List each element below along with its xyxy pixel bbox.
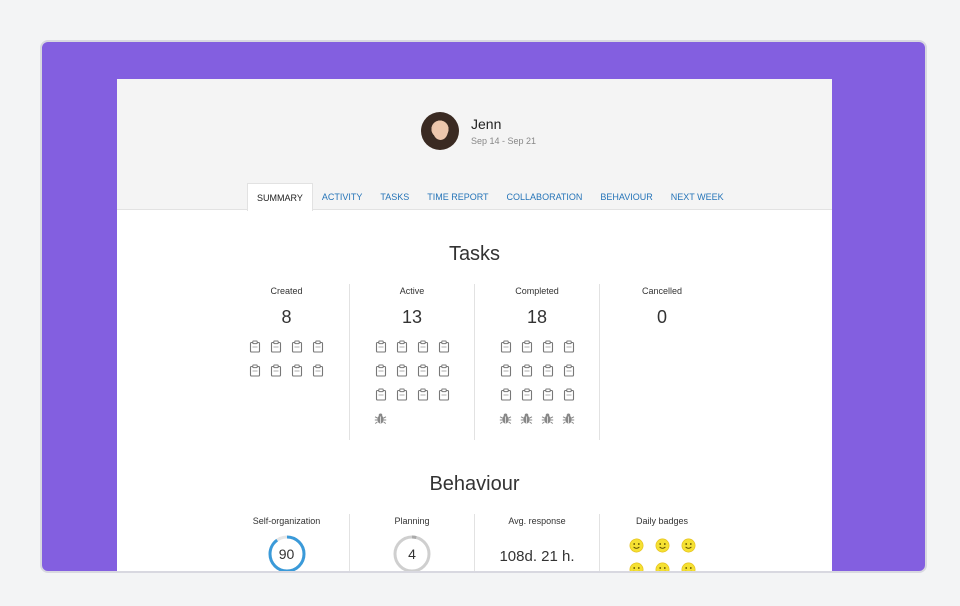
- tab-next-week[interactable]: NEXT WEEK: [670, 192, 724, 202]
- task-icon: [412, 364, 433, 388]
- task-icon: [266, 364, 287, 388]
- task-icon: [308, 340, 329, 364]
- bug-icon: [495, 412, 516, 436]
- column-count: 13: [401, 307, 423, 327]
- task-icon: [558, 340, 579, 364]
- daily-badges-column: Daily badges: [599, 514, 724, 571]
- avg-response-value: 108d. 21 h.: [499, 548, 575, 565]
- smiley-icon: [675, 538, 701, 562]
- task-icon: [391, 388, 412, 412]
- task-icon: [287, 364, 308, 388]
- behaviour-title: Behaviour: [429, 473, 520, 495]
- column-count: 0: [656, 307, 667, 327]
- smiley-icon: [623, 538, 649, 562]
- column-label: Created: [270, 286, 303, 296]
- task-icon: [287, 340, 308, 364]
- avatar[interactable]: [421, 112, 459, 150]
- tasks-cancelled-column: Cancelled 0: [599, 284, 724, 440]
- task-icon: [433, 364, 454, 388]
- task-icon: [308, 364, 329, 388]
- column-label: Planning: [394, 516, 430, 526]
- profile-header: Jenn Sep 14 - Sep 21 SUMMARY ACTIVITY TA…: [117, 79, 832, 211]
- tasks-created-column: Created 8: [224, 284, 349, 440]
- task-icon: [495, 364, 516, 388]
- behaviour-columns: Self-organization 90 Planning 4 Avg. res…: [224, 514, 724, 571]
- window-frame: Jenn Sep 14 - Sep 21 SUMMARY ACTIVITY TA…: [40, 40, 927, 573]
- tasks-completed-column: Completed 18: [474, 284, 599, 440]
- task-icon: [266, 340, 287, 364]
- task-icon: [537, 364, 558, 388]
- bug-icon: [558, 412, 579, 436]
- tab-activity[interactable]: ACTIVITY: [321, 192, 363, 202]
- self-organization-score: 90: [278, 546, 295, 562]
- task-icon: [412, 340, 433, 364]
- tasks-active-column: Active 13: [349, 284, 474, 440]
- planning-score-ring: 4: [392, 534, 432, 571]
- task-icon-grid: [495, 340, 579, 436]
- task-icon: [495, 340, 516, 364]
- tab-summary[interactable]: SUMMARY: [247, 183, 313, 211]
- bug-icon: [537, 412, 558, 436]
- column-count: 18: [526, 307, 548, 327]
- column-label: Self-organization: [252, 516, 321, 526]
- column-label: Cancelled: [641, 286, 683, 296]
- task-icon: [245, 340, 266, 364]
- bug-icon: [516, 412, 537, 436]
- tab-behaviour[interactable]: BEHAVIOUR: [600, 192, 653, 202]
- self-organization-score-ring: 90: [267, 534, 307, 571]
- task-icon-grid: [245, 340, 329, 388]
- task-icon: [370, 340, 391, 364]
- tasks-title: Tasks: [448, 243, 501, 265]
- avg-response-column: Avg. response 108d. 21 h.: [474, 514, 599, 571]
- tab-tasks[interactable]: TASKS: [380, 192, 410, 202]
- task-icon: [495, 388, 516, 412]
- task-icon-grid: [370, 340, 454, 436]
- task-icon: [516, 340, 537, 364]
- smiley-icon: [649, 538, 675, 562]
- column-label: Completed: [515, 286, 559, 296]
- smiley-icon: [675, 562, 701, 571]
- self-organization-column: Self-organization 90: [224, 514, 349, 571]
- task-icon: [516, 388, 537, 412]
- daily-badges-grid: [623, 538, 701, 571]
- tasks-columns: Created 8 Active 13 Completed 18 Cancell…: [224, 284, 724, 440]
- column-label: Active: [399, 286, 425, 296]
- task-icon: [516, 364, 537, 388]
- task-icon: [245, 364, 266, 388]
- task-icon: [537, 340, 558, 364]
- task-icon: [412, 388, 433, 412]
- tab-time-report[interactable]: TIME REPORT: [427, 192, 489, 202]
- task-icon: [558, 388, 579, 412]
- task-icon: [370, 388, 391, 412]
- tab-bar: SUMMARY ACTIVITY TASKS TIME REPORT COLLA…: [247, 183, 733, 211]
- tab-collaboration[interactable]: COLLABORATION: [506, 192, 583, 202]
- date-range: Sep 14 - Sep 21: [471, 136, 537, 146]
- column-label: Daily badges: [635, 516, 689, 526]
- task-icon: [433, 340, 454, 364]
- bug-icon: [370, 412, 391, 436]
- task-icon: [391, 364, 412, 388]
- planning-score: 4: [408, 546, 416, 562]
- column-count: 8: [281, 307, 292, 327]
- task-icon: [433, 388, 454, 412]
- smiley-icon: [623, 562, 649, 571]
- column-label: Avg. response: [508, 516, 566, 526]
- task-icon: [370, 364, 391, 388]
- task-icon: [558, 364, 579, 388]
- planning-column: Planning 4: [349, 514, 474, 571]
- report-app: Jenn Sep 14 - Sep 21 SUMMARY ACTIVITY TA…: [117, 79, 832, 571]
- user-name: Jenn: [471, 116, 502, 132]
- task-icon: [391, 340, 412, 364]
- smiley-icon: [649, 562, 675, 571]
- task-icon: [537, 388, 558, 412]
